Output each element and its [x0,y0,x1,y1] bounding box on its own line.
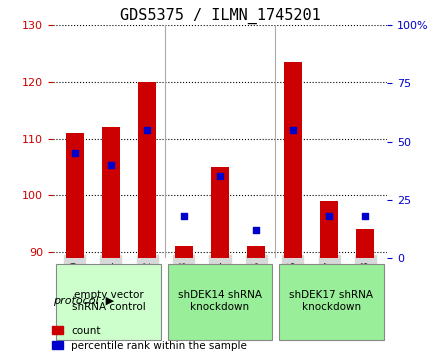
Text: shDEK17 shRNA
knockdown: shDEK17 shRNA knockdown [290,290,374,312]
Legend: count, percentile rank within the sample: count, percentile rank within the sample [49,323,250,354]
Bar [211,167,229,258]
Point [326,213,333,219]
FancyBboxPatch shape [168,264,272,340]
Point [216,174,224,179]
Bar [102,127,120,258]
FancyBboxPatch shape [279,264,384,340]
Point [253,227,260,233]
Point [144,127,151,133]
Bar [356,229,374,258]
Bar [247,246,265,258]
Bar [320,201,338,258]
Title: GDS5375 / ILMN_1745201: GDS5375 / ILMN_1745201 [120,8,320,24]
Bar [138,82,156,258]
Point [289,127,296,133]
Bar [284,62,302,258]
Point [180,213,187,219]
Text: protocol  ▶: protocol ▶ [53,296,114,306]
Text: empty vector
shRNA control: empty vector shRNA control [72,290,145,312]
Text: shDEK14 shRNA
knockdown: shDEK14 shRNA knockdown [178,290,262,312]
Point [362,213,369,219]
Bar [175,246,193,258]
Bar [66,133,84,258]
Point [107,162,114,168]
FancyBboxPatch shape [56,264,161,340]
Point [71,150,78,156]
